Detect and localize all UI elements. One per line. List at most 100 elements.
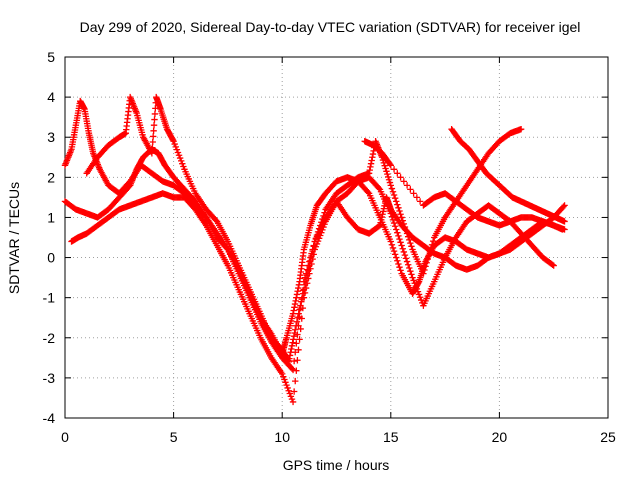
- data-point: [320, 212, 327, 220]
- y-tick-label: 2: [47, 169, 55, 185]
- data-point: [297, 302, 304, 309]
- data-point: [390, 191, 398, 199]
- data-point: [287, 349, 294, 356]
- data-point: [390, 219, 398, 227]
- data-point: [378, 216, 385, 224]
- data-point: [426, 248, 434, 256]
- data-point: [396, 263, 403, 271]
- data-point: [175, 152, 183, 159]
- data-point: [315, 225, 323, 232]
- data-point: [295, 346, 302, 354]
- data-point: [294, 357, 301, 364]
- data-point: [317, 222, 324, 229]
- data-point: [292, 326, 299, 333]
- data-point: [293, 367, 300, 374]
- series-2: [68, 174, 557, 406]
- data-point: [311, 238, 318, 245]
- data-point: [393, 198, 400, 205]
- data-point: [364, 188, 372, 196]
- data-point: [386, 160, 394, 168]
- data-point: [313, 231, 321, 239]
- x-axis-label: GPS time / hours: [283, 457, 390, 473]
- data-point: [379, 211, 386, 218]
- data-point: [314, 228, 322, 236]
- data-point: [404, 233, 412, 240]
- data-point: [288, 345, 295, 353]
- data-point: [291, 304, 298, 311]
- data-point: [399, 217, 406, 224]
- data-point: [293, 318, 301, 325]
- data-point: [517, 126, 525, 133]
- data-point: [399, 245, 406, 252]
- data-point: [402, 255, 410, 262]
- data-point: [408, 243, 415, 250]
- data-point: [370, 147, 377, 155]
- data-point: [561, 218, 568, 225]
- data-point: [401, 251, 409, 259]
- data-point: [288, 365, 296, 372]
- data-point: [403, 182, 411, 189]
- data-point: [290, 307, 297, 314]
- y-tick-label: -1: [43, 290, 56, 306]
- data-point: [170, 138, 177, 145]
- data-point: [289, 310, 297, 317]
- data-point: [423, 259, 430, 266]
- data-point: [398, 242, 405, 249]
- data-point: [303, 266, 311, 273]
- data-point: [303, 272, 311, 279]
- y-axis-label: SDTVAR / TECUs: [6, 182, 22, 294]
- data-point: [391, 251, 399, 258]
- data-point: [288, 395, 296, 403]
- data-point: [290, 388, 298, 395]
- data-point: [406, 236, 413, 244]
- data-point: [397, 211, 404, 218]
- data-point: [404, 261, 412, 268]
- data-point: [400, 248, 408, 256]
- data-point: [388, 185, 396, 192]
- data-point: [178, 157, 185, 165]
- data-point: [550, 262, 557, 269]
- y-tick-label: -3: [43, 370, 56, 386]
- data-point: [376, 222, 384, 229]
- x-axis: 0 5 10 15 20 25: [61, 57, 616, 445]
- data-point: [294, 314, 302, 321]
- y-tick-label: 0: [47, 250, 55, 266]
- data-point: [418, 296, 425, 304]
- data-point: [289, 339, 296, 346]
- data-point: [416, 198, 424, 205]
- data-point: [410, 190, 417, 197]
- data-point: [400, 178, 408, 185]
- data-point: [414, 288, 422, 295]
- data-point: [293, 294, 300, 301]
- data-point: [413, 194, 421, 201]
- data-point: [407, 239, 414, 247]
- data-point: [300, 286, 308, 293]
- data-point: [397, 174, 404, 181]
- data-point: [290, 332, 298, 340]
- data-point: [285, 387, 292, 394]
- y-tick-label: 3: [47, 129, 55, 145]
- data-point: [549, 261, 556, 268]
- data-point: [428, 241, 436, 248]
- data-point: [293, 340, 300, 347]
- data-point: [295, 281, 303, 289]
- data-point: [429, 237, 437, 245]
- data-point: [287, 393, 295, 400]
- data-point: [150, 127, 157, 135]
- x-tick-label: 5: [170, 429, 178, 445]
- y-tick-label: 4: [47, 89, 55, 105]
- data-point: [382, 165, 389, 172]
- data-point: [321, 209, 328, 216]
- data-point: [402, 227, 410, 234]
- data-point: [393, 226, 400, 233]
- data-point: [369, 150, 377, 158]
- data-point: [289, 398, 297, 406]
- data-point: [173, 146, 181, 153]
- data-point: [279, 370, 286, 378]
- data-point: [424, 255, 431, 263]
- data-point: [380, 205, 388, 212]
- data-point: [180, 163, 187, 170]
- data-point: [169, 136, 177, 144]
- data-point: [394, 170, 401, 177]
